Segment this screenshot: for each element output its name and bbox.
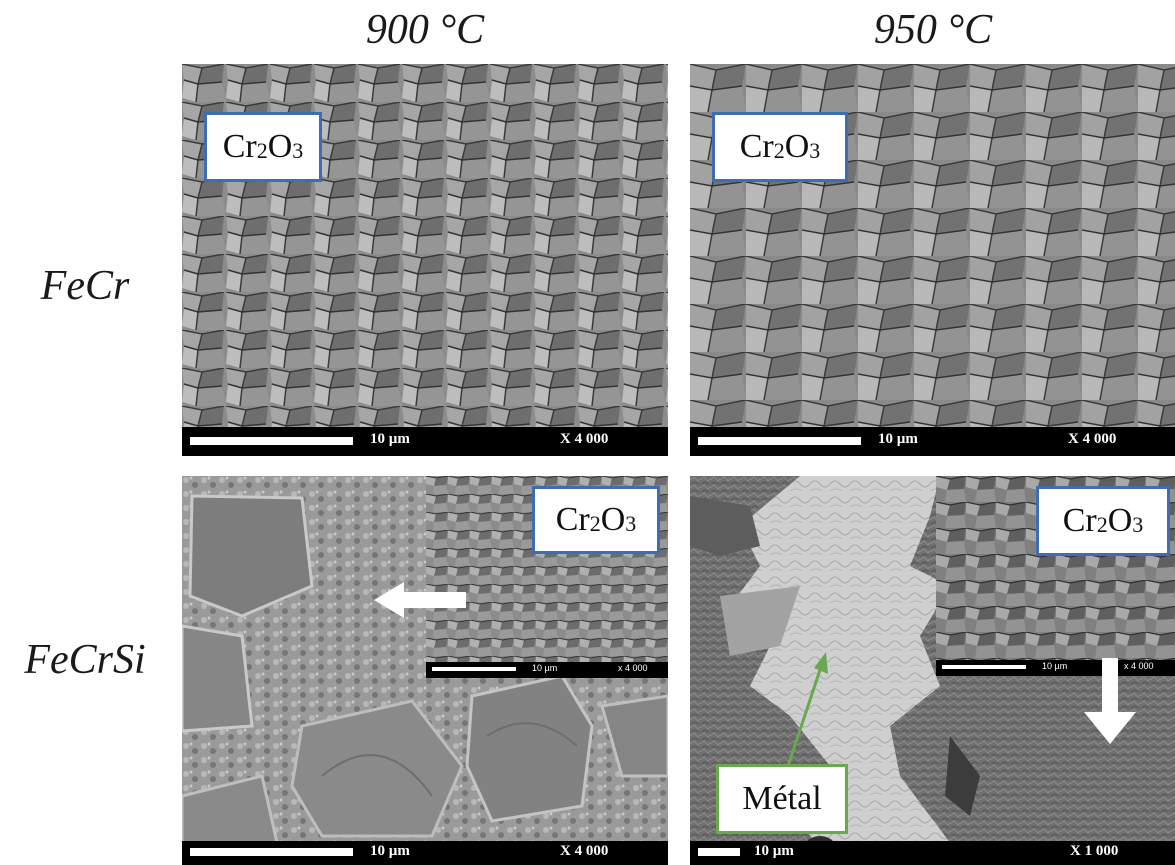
magnification-text: x 4 000 xyxy=(1124,661,1154,671)
label-sub: 2 xyxy=(256,138,268,163)
inset-image: Cr 2 O 3 10 µm x 4 000 xyxy=(936,476,1175,676)
label-main: Cr xyxy=(222,128,257,165)
column-heading-950: 950 °C xyxy=(873,7,993,53)
inset-scale-bar: 10 µm x 4 000 xyxy=(426,662,668,678)
scale-text: 10 µm xyxy=(532,663,558,673)
scale-text: 10 µm xyxy=(1042,661,1068,671)
scale-bar-line xyxy=(942,665,1026,669)
label-mid: O xyxy=(784,128,810,165)
green-arrow-icon xyxy=(784,652,828,773)
label-mid: O xyxy=(600,501,626,538)
magnification-text: x 4 000 xyxy=(618,663,648,673)
scale-bar-line xyxy=(698,848,740,856)
scale-bar: 10 µm X 4 000 xyxy=(690,427,1175,456)
oxide-label-box: Cr 2 O 3 xyxy=(1036,486,1170,556)
label-sub: 3 xyxy=(292,138,304,163)
scale-text: 10 µm xyxy=(370,843,410,859)
row-heading-fecrsi: FeCrSi xyxy=(24,637,146,683)
label-sub: 3 xyxy=(625,511,637,536)
scale-bar-line xyxy=(190,848,353,856)
label-sub: 2 xyxy=(773,138,785,163)
scale-bar: 10 µm X 1 000 xyxy=(690,841,1175,865)
label-sub: 2 xyxy=(1096,512,1108,537)
label-main: Cr xyxy=(1062,502,1097,539)
inset-image: Cr 2 O 3 10 µm x 4 000 xyxy=(426,476,668,678)
oxide-label-box: Cr 2 O 3 xyxy=(532,486,660,554)
label-sub: 3 xyxy=(809,138,821,163)
label-sub: 3 xyxy=(1132,512,1144,537)
scale-bar-line xyxy=(698,437,861,445)
oxide-label-box: Cr 2 O 3 xyxy=(712,112,848,182)
magnification-text: X 4 000 xyxy=(560,431,609,447)
oxide-label-box: Cr 2 O 3 xyxy=(204,112,322,182)
magnification-text: X 4 000 xyxy=(560,843,609,859)
metal-label-box: Métal xyxy=(716,764,848,834)
label-mid: O xyxy=(1107,502,1133,539)
label-main: Cr xyxy=(555,501,590,538)
scale-bar: 10 µm X 4 000 xyxy=(182,427,668,456)
metal-label: Métal xyxy=(742,780,822,817)
column-heading-900: 900 °C xyxy=(365,7,485,53)
sem-panel-fecr-950: Cr 2 O 3 10 µm X 4 000 xyxy=(690,64,1175,456)
scale-text: 10 µm xyxy=(878,431,918,447)
arrow-left-icon xyxy=(374,582,466,618)
magnification-text: X 1 000 xyxy=(1070,843,1119,859)
label-mid: O xyxy=(267,128,293,165)
scale-bar: 10 µm X 4 000 xyxy=(182,841,668,865)
inset-scale-bar: 10 µm x 4 000 xyxy=(936,660,1175,676)
row-heading-fecr: FeCr xyxy=(40,263,130,309)
arrow-down-icon xyxy=(1084,658,1136,744)
label-main: Cr xyxy=(739,128,774,165)
scale-text: 10 µm xyxy=(754,843,794,859)
scale-text: 10 µm xyxy=(370,431,410,447)
scale-bar-line xyxy=(190,437,353,445)
label-sub: 2 xyxy=(589,511,601,536)
sem-panel-fecrsi-900: Cr 2 O 3 10 µm x 4 000 10 µm X 4 000 xyxy=(182,476,668,865)
scale-bar-line xyxy=(432,667,516,671)
magnification-text: X 4 000 xyxy=(1068,431,1117,447)
sem-panel-fecr-900: Cr 2 O 3 10 µm X 4 000 xyxy=(182,64,668,456)
sem-panel-fecrsi-950: Cr 2 O 3 10 µm x 4 000 Métal 10 µm X 1 000 xyxy=(690,476,1175,865)
